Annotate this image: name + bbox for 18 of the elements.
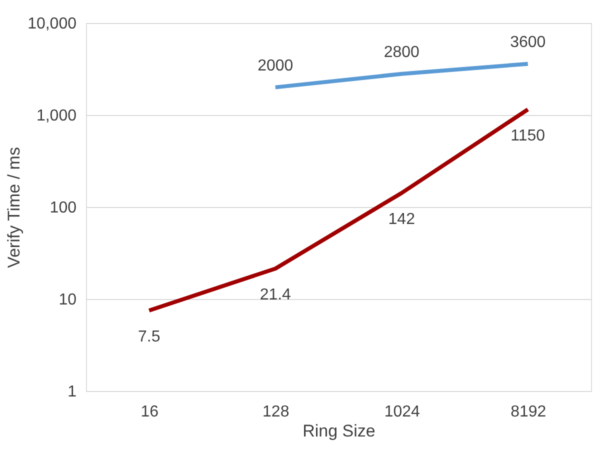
- y-tick-label: 10: [58, 292, 77, 308]
- data-label: 3600: [510, 34, 546, 51]
- data-label: 7.5: [138, 328, 160, 346]
- y-tick-label: 1: [68, 384, 77, 400]
- x-axis-title: Ring Size: [302, 422, 376, 440]
- y-tick-label: 100: [50, 200, 77, 216]
- x-tick-label: 1024: [384, 404, 420, 420]
- y-tick-label: 1,000: [36, 108, 77, 124]
- x-tick-label: 128: [262, 404, 290, 420]
- y-tick-label: 10,000: [28, 16, 77, 32]
- x-tick-label: 8192: [510, 404, 546, 420]
- y-axis-title: Verify Time / ms: [4, 147, 24, 268]
- data-label: 2000: [258, 57, 294, 74]
- data-label: 1150: [510, 127, 546, 144]
- data-label: 142: [388, 210, 416, 228]
- x-tick-label: 16: [140, 404, 159, 420]
- data-label: 21.4: [260, 286, 292, 304]
- data-label: 2800: [384, 44, 420, 61]
